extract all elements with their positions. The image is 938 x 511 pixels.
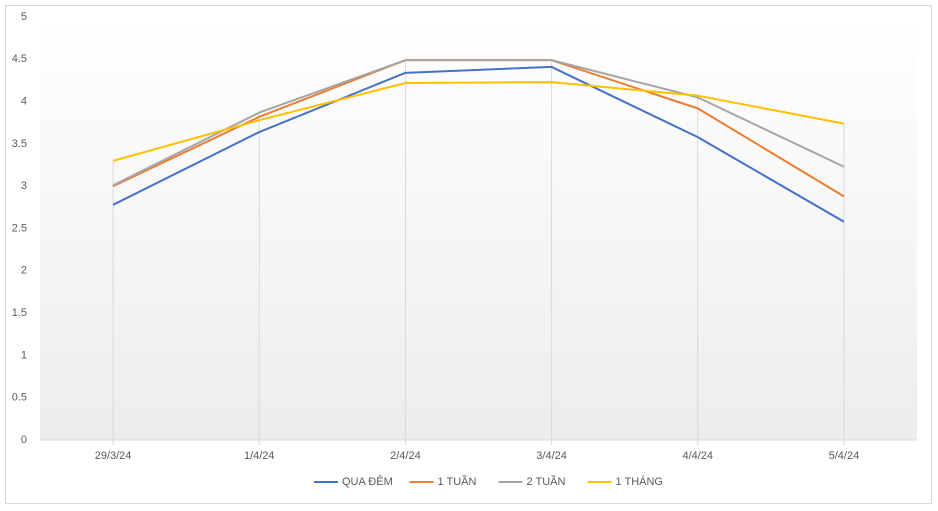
x-tick-label: 2/4/24 <box>390 450 421 462</box>
y-tick-label: 2 <box>21 265 27 277</box>
y-tick-label: 5 <box>21 11 27 23</box>
y-tick-label: 2.5 <box>12 222 27 234</box>
x-tick-label: 4/4/24 <box>682 450 713 462</box>
y-tick-label: 4.5 <box>12 53 27 65</box>
x-tick-label: 3/4/24 <box>536 450 567 462</box>
legend-label: 1 THÁNG <box>616 475 663 488</box>
y-tick-label: 1 <box>21 349 27 361</box>
y-tick-label: 1.5 <box>12 307 27 319</box>
y-tick-label: 4 <box>21 96 27 108</box>
x-tick-label: 29/3/24 <box>95 450 132 462</box>
plot-area <box>40 17 917 440</box>
x-tick-label: 5/4/24 <box>829 450 860 462</box>
legend-label: QUA ĐÊM <box>342 475 393 488</box>
series-line <box>112 81 845 162</box>
y-tick-label: 0 <box>21 434 27 446</box>
y-tick-label: 3 <box>21 180 27 192</box>
x-tick-label: 1/4/24 <box>244 450 275 462</box>
legend-label: 2 TUẦN <box>527 475 566 488</box>
y-tick-label: 0.5 <box>12 392 27 404</box>
legend-label: 1 TUẦN <box>438 475 477 488</box>
series-line <box>112 65 845 223</box>
y-tick-label: 3.5 <box>12 138 27 150</box>
series-line <box>112 59 845 187</box>
